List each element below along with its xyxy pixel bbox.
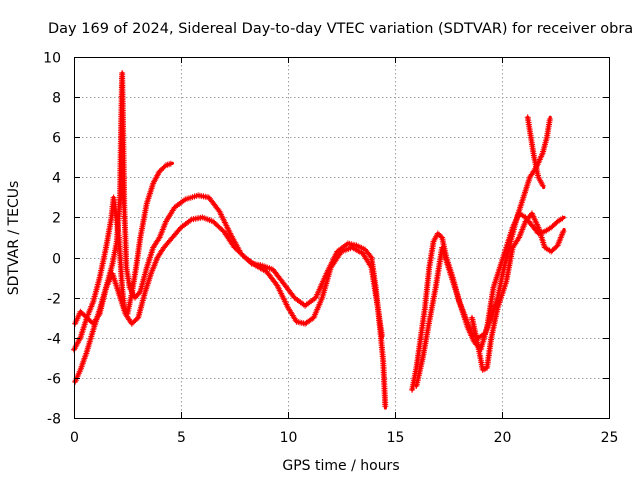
series-markers: [72, 214, 385, 339]
x-tick-label: 5: [177, 430, 186, 446]
x-tick-label: 25: [601, 430, 619, 446]
series-markers: [524, 114, 546, 189]
x-tick-label: 10: [280, 430, 298, 446]
plot-frame: [74, 57, 610, 419]
y-tick-label: 2: [52, 211, 61, 227]
grid: [74, 57, 609, 418]
series-trace-f: [469, 210, 567, 373]
series-trace-g: [524, 114, 546, 189]
x-axis-label: GPS time / hours: [282, 458, 399, 474]
y-tick-label: -2: [47, 292, 61, 308]
y-tick-label: -6: [47, 372, 61, 388]
series-trace-c: [72, 214, 385, 340]
y-tick-label: 4: [52, 171, 61, 187]
data-series: [71, 70, 567, 410]
y-tick-label: 10: [43, 51, 61, 67]
chart-title: Day 169 of 2024, Sidereal Day-to-day VTE…: [48, 21, 633, 37]
y-tick-label: 8: [52, 91, 61, 107]
y-tick-label: -4: [47, 332, 61, 348]
series-trace-a: [71, 160, 174, 353]
x-tick-label: 15: [387, 430, 405, 446]
y-axis-label: SDTVAR / TECUs: [6, 181, 22, 296]
x-tick-label: 20: [494, 430, 512, 446]
y-tick-label: 6: [52, 131, 61, 147]
y-tick-label: -8: [47, 412, 61, 428]
axes: 0 5 10 15 20 25 -8 -6 -4 -2 0 2 4 6 8 10: [43, 51, 618, 447]
series-markers: [469, 210, 567, 373]
x-tick-label: 0: [70, 430, 79, 446]
y-tick-label: 0: [52, 252, 61, 268]
